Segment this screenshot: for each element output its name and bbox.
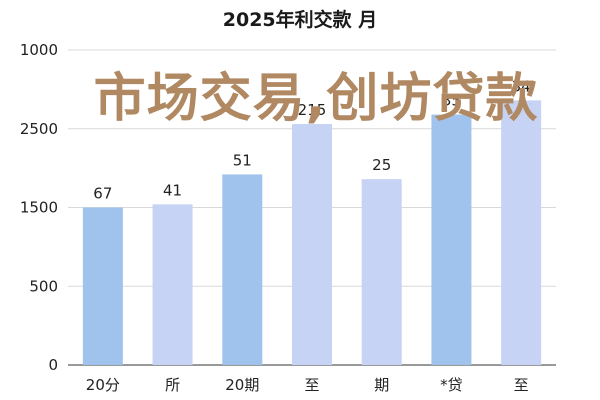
y-tick-label: 1500 xyxy=(20,199,58,217)
chart-title: 2025年利交款 月 xyxy=(223,8,378,31)
bars: 67 41 51 215 25 35 34 xyxy=(82,77,542,366)
bar xyxy=(292,124,332,366)
bar xyxy=(361,179,402,365)
x-tick-label: 至 xyxy=(514,376,529,394)
bar-value-label: 51 xyxy=(233,151,252,169)
overlay-banner-text: 市场交易,创坊贷款 xyxy=(94,69,539,129)
bar-value-label: 41 xyxy=(163,181,182,199)
y-tick-label: 1000 xyxy=(20,41,58,59)
bar xyxy=(82,207,123,365)
bar xyxy=(152,204,193,365)
bar xyxy=(431,114,472,365)
y-tick-label: 0 xyxy=(48,356,58,374)
x-tick-label: 20分 xyxy=(86,376,120,394)
x-tick-label: *贷 xyxy=(440,376,463,394)
x-tick-label: 至 xyxy=(304,376,319,394)
y-tick-label: 500 xyxy=(29,277,58,295)
x-tick-label: 期 xyxy=(374,376,389,394)
y-tick-labels: 0 500 1500 2500 1000 xyxy=(20,41,58,374)
bar-value-label: 34 xyxy=(512,77,531,95)
x-tick-labels: 20分 所 20期 至 期 *贷 至 xyxy=(86,376,529,394)
bar xyxy=(222,174,263,365)
bar-value-label: 25 xyxy=(372,156,391,174)
bar-value-label: 215 xyxy=(298,101,327,119)
x-tick-label: 所 xyxy=(165,376,180,394)
bar xyxy=(501,100,542,366)
x-tick-label: 20期 xyxy=(225,376,259,394)
bar-value-label: 67 xyxy=(93,185,112,203)
bar-value-label: 35 xyxy=(442,92,461,110)
y-tick-label: 2500 xyxy=(20,120,58,138)
